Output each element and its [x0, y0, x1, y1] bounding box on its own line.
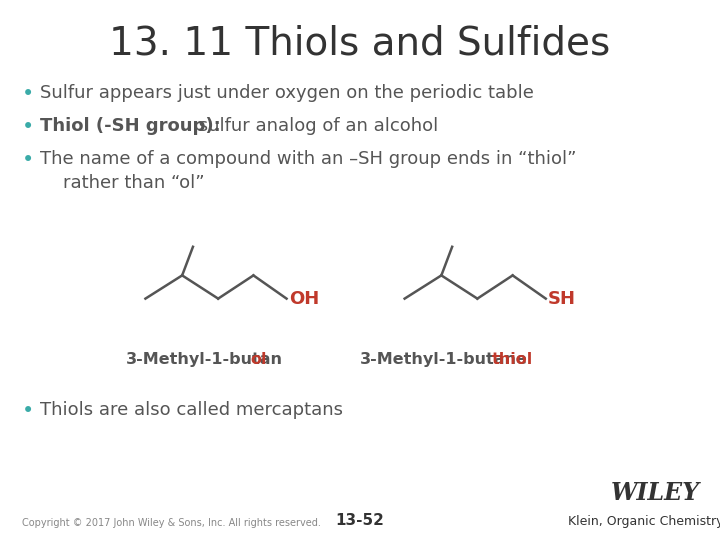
Text: •: •	[22, 84, 34, 104]
Text: Copyright © 2017 John Wiley & Sons, Inc. All rights reserved.: Copyright © 2017 John Wiley & Sons, Inc.…	[22, 518, 320, 528]
Text: OH: OH	[289, 289, 319, 308]
Text: •: •	[22, 401, 34, 421]
Text: Thiols are also called mercaptans: Thiols are also called mercaptans	[40, 401, 343, 418]
Text: sulfur analog of an alcohol: sulfur analog of an alcohol	[193, 117, 438, 135]
Text: 13. 11 Thiols and Sulfides: 13. 11 Thiols and Sulfides	[109, 24, 611, 62]
Text: The name of a compound with an –SH group ends in “thiol”: The name of a compound with an –SH group…	[40, 150, 576, 168]
Text: 3-Methyl-1-butan: 3-Methyl-1-butan	[126, 352, 283, 367]
Text: ol: ol	[251, 352, 267, 367]
Text: Sulfur appears just under oxygen on the periodic table: Sulfur appears just under oxygen on the …	[40, 84, 534, 102]
Text: SH: SH	[548, 289, 576, 308]
Text: 3-Methyl-1-butane: 3-Methyl-1-butane	[360, 352, 528, 367]
Text: Klein, Organic Chemistry 3e: Klein, Organic Chemistry 3e	[567, 515, 720, 528]
Text: 13-52: 13-52	[336, 513, 384, 528]
Text: WILEY: WILEY	[611, 481, 700, 505]
Text: •: •	[22, 150, 34, 170]
Text: Thiol (-SH group):: Thiol (-SH group):	[40, 117, 220, 135]
Text: rather than “ol”: rather than “ol”	[40, 174, 204, 192]
Text: thiol: thiol	[492, 352, 533, 367]
Text: •: •	[22, 117, 34, 137]
